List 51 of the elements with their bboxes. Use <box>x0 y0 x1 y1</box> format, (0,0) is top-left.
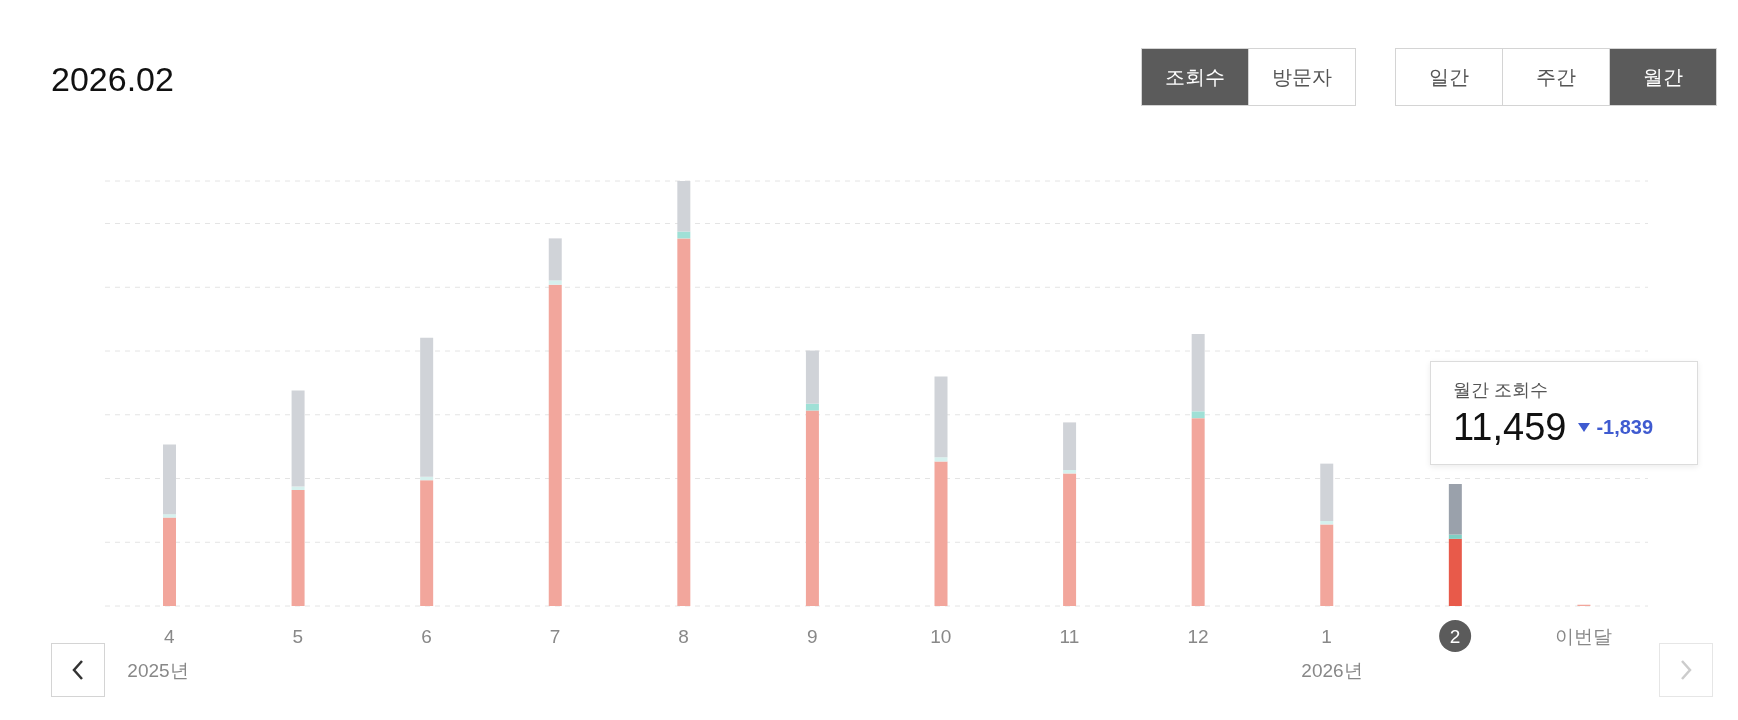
bar <box>805 410 819 606</box>
x-tick-label: 2 <box>1449 626 1461 647</box>
bar <box>677 238 691 606</box>
bar <box>420 337 434 477</box>
bar <box>805 350 819 404</box>
chart-title: 2026.02 <box>51 60 174 99</box>
bar <box>1063 473 1077 606</box>
text: 2026년 <box>1300 659 1364 683</box>
bar <box>163 514 176 518</box>
bar <box>291 489 305 606</box>
x-tick-label: 이번달 <box>1555 626 1613 647</box>
annotation: 11,459 <box>1453 406 1567 450</box>
text: 주간 <box>1502 48 1610 106</box>
text: 일간 <box>1395 48 1503 106</box>
bar <box>1191 418 1205 606</box>
bar <box>1191 411 1205 419</box>
x-tick-label: 4 <box>164 626 175 647</box>
x-tick-label: 9 <box>806 626 818 647</box>
bar <box>1448 534 1462 539</box>
bar <box>291 390 305 487</box>
bar <box>934 461 948 606</box>
bar <box>1320 524 1334 606</box>
text: 월간 <box>1609 48 1717 106</box>
x-tick-label: 12 <box>1187 626 1209 647</box>
x-tick-label: 10 <box>930 626 952 647</box>
text: 방문자 <box>1248 48 1356 106</box>
x-tick-label: 6 <box>421 626 432 647</box>
x-tick-label: 11 <box>1059 626 1080 647</box>
bar <box>1448 484 1462 535</box>
bar <box>805 403 819 411</box>
bar <box>1448 538 1462 606</box>
bar <box>1320 463 1334 521</box>
bar <box>1191 334 1205 412</box>
bar <box>1063 422 1077 470</box>
bar <box>677 181 691 232</box>
bar <box>548 280 562 285</box>
bar <box>163 517 176 606</box>
x-tick-label: 8 <box>678 626 689 647</box>
bar <box>934 457 948 462</box>
bar <box>163 444 176 515</box>
text: 조회수 <box>1141 48 1249 106</box>
text: 2025년 <box>126 659 190 683</box>
x-tick-label: 5 <box>292 626 304 647</box>
x-tick-label: 7 <box>549 626 561 647</box>
bar <box>548 238 562 281</box>
bar <box>548 284 562 606</box>
bar <box>934 376 948 458</box>
bar <box>420 480 434 606</box>
annotation: -1,839 <box>1596 416 1654 440</box>
x-tick-label: 1 <box>1321 626 1332 647</box>
annotation: 월간 조회수 <box>1453 379 1549 402</box>
